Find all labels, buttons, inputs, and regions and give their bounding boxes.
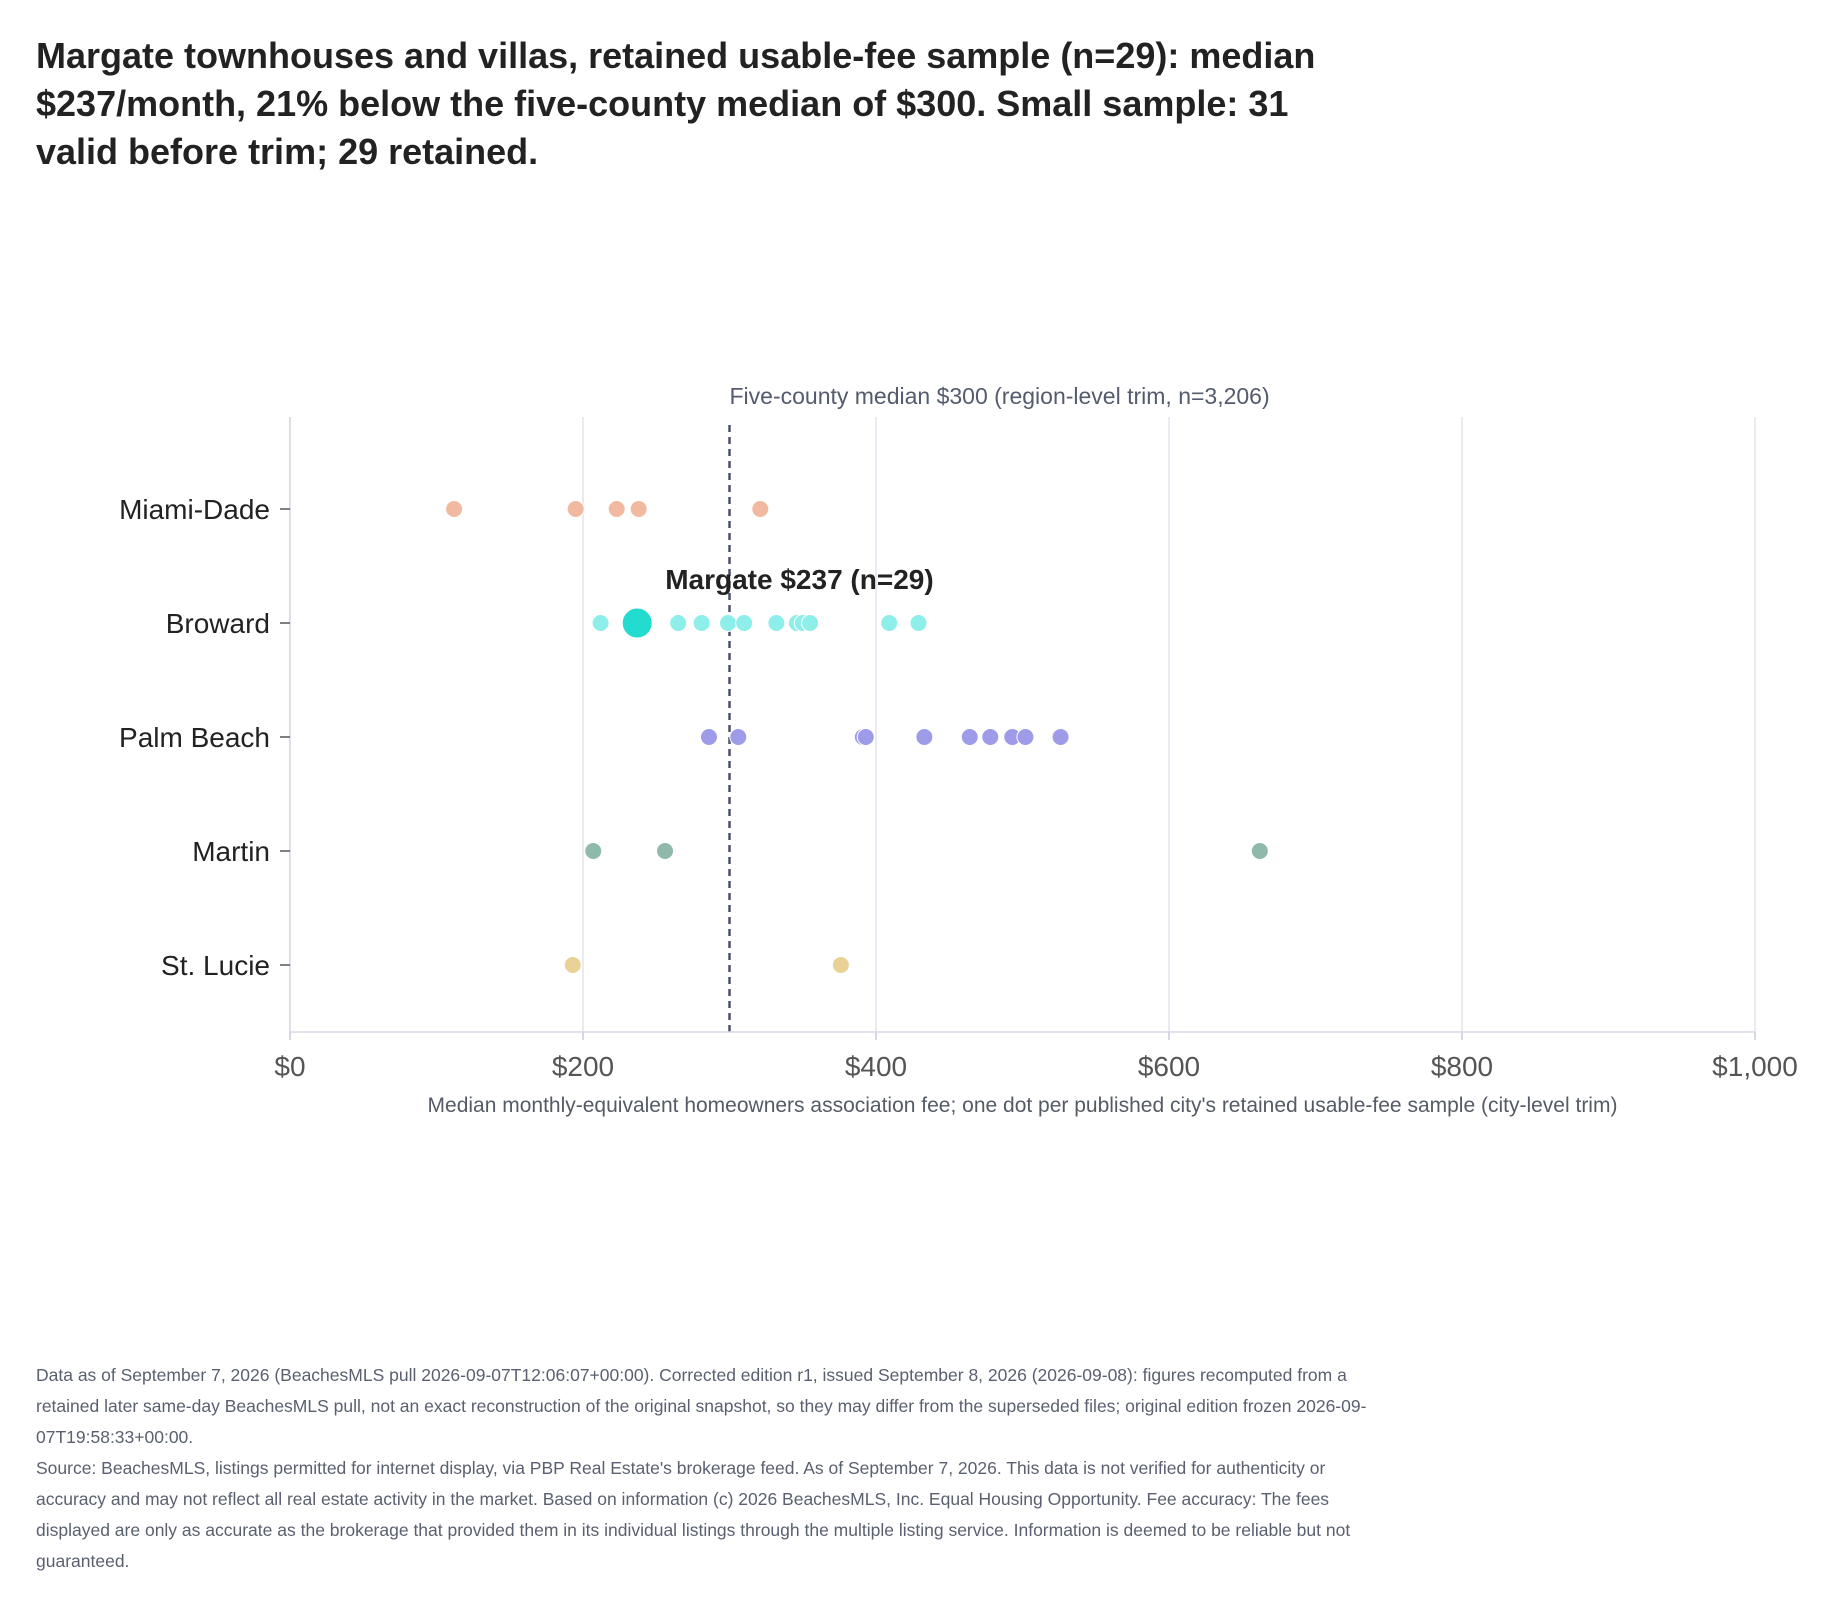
y-category-label: Martin <box>192 836 270 867</box>
data-point <box>1250 842 1269 860</box>
data-points <box>445 500 1269 974</box>
data-point <box>801 614 820 632</box>
x-tick-label: $400 <box>845 1051 907 1082</box>
y-category-label: Broward <box>166 608 270 639</box>
x-tick-label: $200 <box>552 1051 614 1082</box>
dot-plot-chart: Five-county median $300 (region-level tr… <box>119 383 1798 1117</box>
data-point <box>831 956 850 974</box>
data-point <box>735 614 754 632</box>
data-point <box>692 614 711 632</box>
reference-median-label: Five-county median $300 (region-level tr… <box>730 383 1270 409</box>
data-point <box>915 728 934 746</box>
data-point <box>1016 728 1035 746</box>
highlight-point-margate <box>621 607 653 639</box>
annotations: Margate $237 (n=29) <box>665 564 933 595</box>
chart-title: Margate townhouses and villas, retained … <box>36 35 1316 172</box>
data-point <box>909 614 928 632</box>
data-point <box>729 728 748 746</box>
data-point <box>445 500 464 518</box>
data-point <box>607 500 626 518</box>
data-point <box>751 500 770 518</box>
data-point <box>591 614 610 632</box>
footer-notes: Data as of September 7, 2026 (BeachesMLS… <box>36 1360 1376 1577</box>
data-point <box>981 728 1000 746</box>
y-category-label: Palm Beach <box>119 722 270 753</box>
data-point <box>656 842 675 860</box>
data-point <box>699 728 718 746</box>
data-point <box>856 728 875 746</box>
y-category-label: St. Lucie <box>161 950 270 981</box>
x-tick-label: $1,000 <box>1712 1051 1798 1082</box>
footer-source-note: Source: BeachesMLS, listings permitted f… <box>36 1458 1351 1571</box>
axes: $0 $200 $400 $600 $800 $1,000 Median monthly-e… <box>119 417 1798 1117</box>
data-point <box>584 842 603 860</box>
data-point <box>767 614 786 632</box>
y-category-label: Miami-Dade <box>119 494 270 525</box>
x-tick-label: $600 <box>1138 1051 1200 1082</box>
data-point <box>669 614 688 632</box>
data-point <box>719 614 738 632</box>
reference-line-group: Five-county median $300 (region-level tr… <box>728 383 1270 1032</box>
data-point <box>880 614 899 632</box>
highlight-label: Margate $237 (n=29) <box>665 564 933 595</box>
x-tick-label: $0 <box>274 1051 305 1082</box>
data-point <box>566 500 585 518</box>
x-tick-label: $800 <box>1431 1051 1493 1082</box>
x-axis-title: Median monthly-equivalent homeowners ass… <box>428 1094 1618 1117</box>
data-point <box>563 956 582 974</box>
data-point <box>960 728 979 746</box>
data-point <box>1051 728 1070 746</box>
data-point <box>629 500 648 518</box>
footer-data-note: Data as of September 7, 2026 (BeachesMLS… <box>36 1365 1367 1447</box>
grid-lines <box>289 417 1756 1032</box>
